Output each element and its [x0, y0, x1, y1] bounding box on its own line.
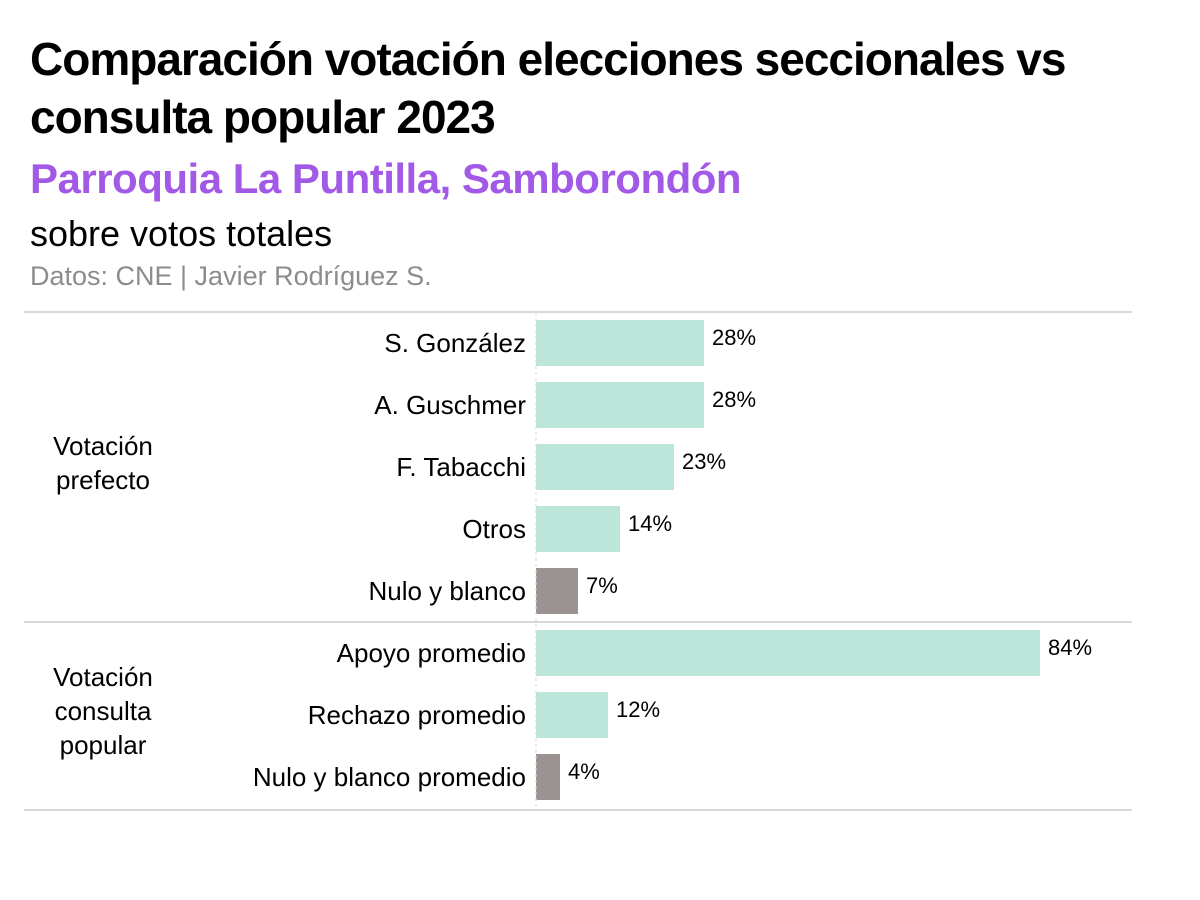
- data-label: 28%: [712, 325, 756, 350]
- data-label: 12%: [616, 697, 660, 722]
- bar: [536, 754, 560, 800]
- data-label: 4%: [568, 759, 600, 784]
- group-label: consulta: [55, 696, 152, 726]
- bar: [536, 382, 704, 428]
- data-label: 28%: [712, 387, 756, 412]
- data-label: 84%: [1048, 635, 1092, 660]
- data-label: 7%: [586, 573, 618, 598]
- bar: [536, 630, 1040, 676]
- category-label: Apoyo promedio: [337, 638, 526, 668]
- category-label: F. Tabacchi: [396, 452, 526, 482]
- data-label: 23%: [682, 449, 726, 474]
- chart-source: Datos: CNE | Javier Rodríguez S.: [30, 261, 432, 291]
- bar: [536, 568, 578, 614]
- category-label: Rechazo promedio: [308, 700, 526, 730]
- category-label: A. Guschmer: [374, 390, 526, 420]
- group-label: prefecto: [56, 465, 150, 495]
- chart-title: Comparación votación elecciones secciona…: [30, 33, 1066, 143]
- group-label: Votación: [53, 662, 153, 692]
- bar: [536, 444, 674, 490]
- chart-subtitle: Parroquia La Puntilla, Samborondón: [30, 155, 742, 202]
- category-label: S. González: [384, 328, 526, 358]
- category-label: Nulo y blanco: [368, 576, 526, 606]
- bar: [536, 320, 704, 366]
- group-label: Votación: [53, 431, 153, 461]
- bar: [536, 692, 608, 738]
- bar: [536, 506, 620, 552]
- chart-caption: sobre votos totales: [30, 213, 333, 254]
- category-label: Nulo y blanco promedio: [253, 762, 526, 792]
- data-label: 14%: [628, 511, 672, 536]
- category-label: Otros: [462, 514, 526, 544]
- group-label: popular: [60, 730, 147, 760]
